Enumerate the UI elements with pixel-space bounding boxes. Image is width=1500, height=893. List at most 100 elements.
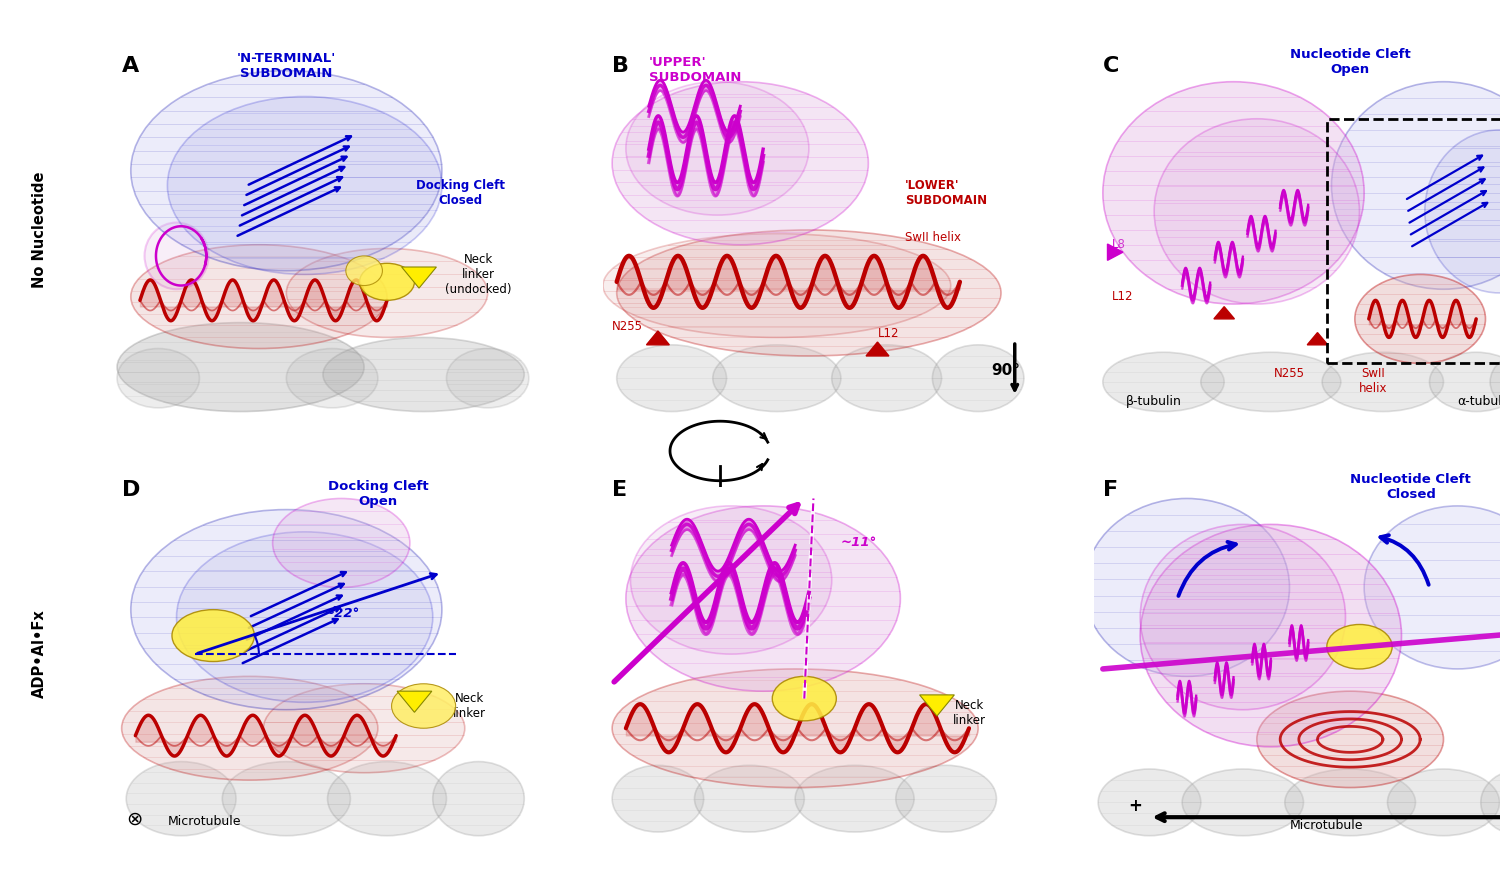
- Text: N255: N255: [1274, 367, 1305, 380]
- Text: α-tubulin: α-tubulin: [1458, 395, 1500, 408]
- Polygon shape: [1214, 306, 1234, 319]
- Ellipse shape: [612, 82, 868, 245]
- Ellipse shape: [630, 505, 831, 654]
- Text: +: +: [1128, 797, 1143, 815]
- Ellipse shape: [1364, 505, 1500, 669]
- Ellipse shape: [1257, 691, 1443, 788]
- Ellipse shape: [1332, 82, 1500, 289]
- Ellipse shape: [286, 248, 488, 338]
- Text: N255: N255: [612, 320, 644, 333]
- Text: ADP•Al•Fx: ADP•Al•Fx: [32, 610, 46, 698]
- Ellipse shape: [392, 684, 456, 729]
- Ellipse shape: [144, 222, 208, 289]
- Polygon shape: [865, 342, 889, 356]
- Text: No Nucleotide: No Nucleotide: [32, 171, 46, 288]
- Ellipse shape: [1322, 352, 1443, 412]
- Text: L8: L8: [1112, 238, 1126, 251]
- Text: 'UPPER'
SUBDOMAIN: 'UPPER' SUBDOMAIN: [648, 55, 741, 84]
- Text: Microtubule: Microtubule: [1290, 819, 1364, 832]
- Text: L12: L12: [878, 327, 898, 340]
- Bar: [1328, 119, 1500, 363]
- Ellipse shape: [612, 669, 978, 788]
- Text: 90°: 90°: [992, 363, 1020, 379]
- Ellipse shape: [177, 532, 432, 702]
- Ellipse shape: [1425, 129, 1500, 293]
- Text: Neck
linker: Neck linker: [952, 699, 986, 728]
- Ellipse shape: [322, 338, 525, 412]
- Text: 'N-TERMINAL'
SUBDOMAIN: 'N-TERMINAL' SUBDOMAIN: [237, 52, 336, 80]
- Ellipse shape: [432, 762, 525, 836]
- Ellipse shape: [122, 676, 378, 780]
- Ellipse shape: [327, 762, 447, 836]
- Polygon shape: [398, 691, 432, 713]
- Text: L12: L12: [1112, 290, 1134, 303]
- Ellipse shape: [1084, 498, 1290, 676]
- Text: Neck
linker
(undocked): Neck linker (undocked): [446, 253, 512, 296]
- Ellipse shape: [1098, 769, 1202, 836]
- Text: A: A: [122, 55, 140, 76]
- Ellipse shape: [1140, 524, 1346, 710]
- Ellipse shape: [172, 610, 255, 662]
- Ellipse shape: [117, 348, 200, 408]
- Ellipse shape: [626, 505, 900, 691]
- Polygon shape: [1107, 244, 1124, 261]
- Ellipse shape: [1140, 524, 1401, 747]
- Ellipse shape: [1430, 352, 1500, 412]
- Ellipse shape: [1328, 624, 1392, 669]
- Text: Nucleotide Cleft
Open: Nucleotide Cleft Open: [1290, 48, 1410, 77]
- Ellipse shape: [616, 345, 726, 412]
- Ellipse shape: [273, 498, 410, 588]
- Ellipse shape: [1286, 769, 1416, 836]
- Text: SwII helix: SwII helix: [904, 231, 962, 244]
- Ellipse shape: [1480, 769, 1500, 836]
- Ellipse shape: [831, 345, 942, 412]
- Ellipse shape: [130, 71, 442, 271]
- Polygon shape: [646, 331, 669, 345]
- Ellipse shape: [1490, 352, 1500, 412]
- Text: C: C: [1102, 55, 1119, 76]
- Ellipse shape: [694, 765, 804, 832]
- Polygon shape: [920, 695, 954, 716]
- Text: 'LOWER'
SUBDOMAIN: 'LOWER' SUBDOMAIN: [904, 179, 987, 207]
- Ellipse shape: [933, 345, 1024, 412]
- Ellipse shape: [286, 348, 378, 408]
- Ellipse shape: [447, 348, 530, 408]
- Text: E: E: [612, 480, 627, 500]
- Ellipse shape: [626, 81, 809, 215]
- Ellipse shape: [712, 345, 842, 412]
- Text: Neck
linker: Neck linker: [453, 692, 486, 720]
- Ellipse shape: [1182, 769, 1304, 836]
- Ellipse shape: [130, 245, 387, 348]
- Text: F: F: [1102, 480, 1118, 500]
- Ellipse shape: [1154, 119, 1359, 304]
- Text: ~22°: ~22°: [322, 607, 360, 620]
- Text: β-tubulin: β-tubulin: [1126, 395, 1182, 408]
- Ellipse shape: [1102, 352, 1224, 412]
- Ellipse shape: [616, 230, 1001, 356]
- Text: D: D: [122, 480, 140, 500]
- Text: Nucleotide Cleft
Closed: Nucleotide Cleft Closed: [1350, 472, 1472, 501]
- Ellipse shape: [1354, 274, 1485, 363]
- Ellipse shape: [1202, 352, 1341, 412]
- Ellipse shape: [222, 762, 351, 836]
- Ellipse shape: [896, 765, 996, 832]
- Text: SwII
helix: SwII helix: [1359, 367, 1388, 395]
- Text: Microtubule: Microtubule: [168, 815, 242, 829]
- Ellipse shape: [1388, 769, 1500, 836]
- Ellipse shape: [346, 256, 382, 286]
- Ellipse shape: [264, 684, 465, 772]
- Text: ~11°: ~11°: [842, 537, 878, 549]
- Text: Docking Cleft
Closed: Docking Cleft Closed: [416, 179, 504, 207]
- Ellipse shape: [612, 765, 704, 832]
- Polygon shape: [402, 267, 436, 288]
- Ellipse shape: [126, 762, 236, 836]
- Ellipse shape: [603, 234, 951, 338]
- Ellipse shape: [130, 510, 442, 710]
- Text: ⊗: ⊗: [126, 809, 142, 829]
- Ellipse shape: [168, 96, 442, 274]
- Ellipse shape: [772, 676, 837, 721]
- Ellipse shape: [795, 765, 914, 832]
- Ellipse shape: [360, 263, 414, 300]
- Text: Docking Cleft
Open: Docking Cleft Open: [327, 480, 427, 508]
- Polygon shape: [1306, 332, 1328, 345]
